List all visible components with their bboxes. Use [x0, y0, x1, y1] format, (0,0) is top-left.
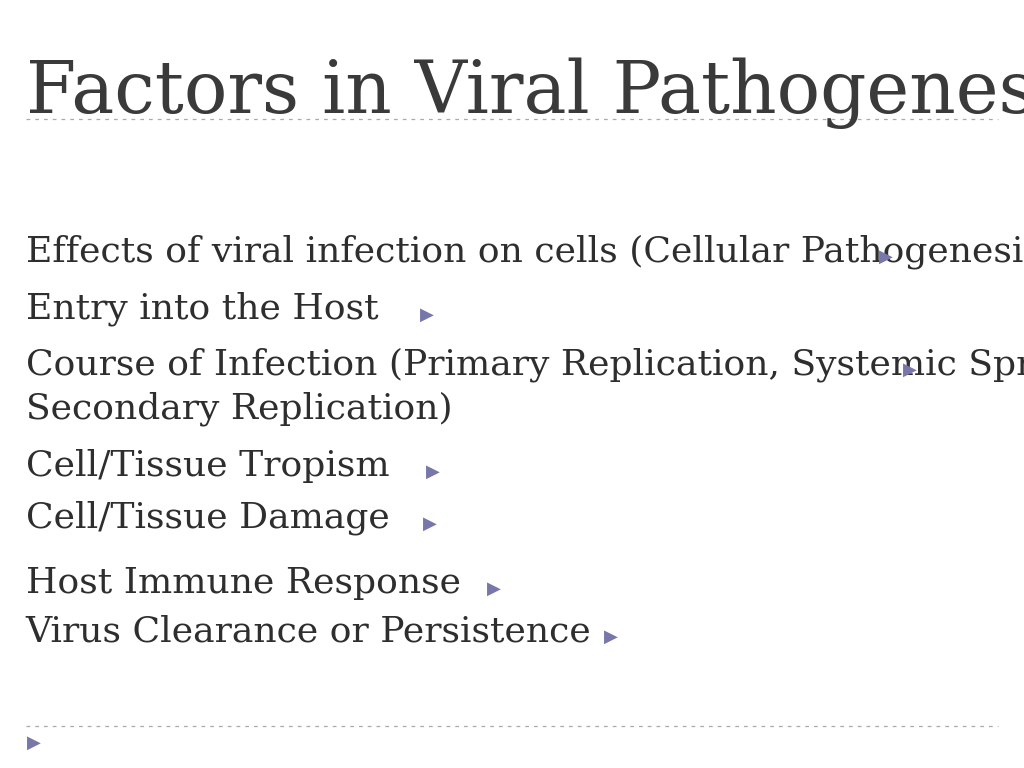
Text: Entry into the Host: Entry into the Host [26, 292, 378, 326]
Text: Cell/Tissue Damage: Cell/Tissue Damage [26, 501, 389, 535]
Text: Virus Clearance or Persistence: Virus Clearance or Persistence [26, 614, 591, 648]
Text: Effects of viral infection on cells (Cellular Pathogenesis): Effects of viral infection on cells (Cel… [26, 234, 1024, 269]
Text: Host Immune Response: Host Immune Response [26, 566, 461, 600]
Text: ▶: ▶ [604, 628, 618, 646]
Text: ▶: ▶ [487, 580, 502, 598]
Text: Course of Infection (Primary Replication, Systemic Spread,
Secondary Replication: Course of Infection (Primary Replication… [26, 347, 1024, 425]
Text: ▶: ▶ [423, 515, 437, 532]
Text: ▶: ▶ [879, 248, 893, 266]
Text: ▶: ▶ [426, 463, 440, 481]
Text: ▶: ▶ [27, 733, 41, 752]
Text: ▶: ▶ [420, 306, 434, 323]
Text: Factors in Viral Pathogenesis: Factors in Viral Pathogenesis [26, 58, 1024, 129]
Text: ▶: ▶ [903, 361, 918, 379]
Text: Cell/Tissue Tropism: Cell/Tissue Tropism [26, 449, 389, 483]
